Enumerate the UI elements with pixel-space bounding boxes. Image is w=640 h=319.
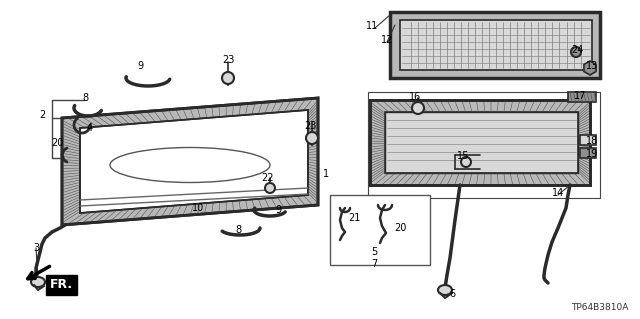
Text: 5: 5 — [371, 247, 377, 257]
Ellipse shape — [438, 285, 452, 295]
Text: 7: 7 — [371, 259, 377, 269]
Text: 20: 20 — [394, 223, 406, 233]
Ellipse shape — [31, 277, 45, 287]
Text: TP64B3810A: TP64B3810A — [571, 303, 628, 312]
Text: 15: 15 — [457, 151, 469, 161]
Circle shape — [461, 157, 471, 167]
Text: 8: 8 — [235, 225, 241, 235]
Polygon shape — [385, 112, 578, 173]
Bar — [580, 135, 596, 145]
Bar — [330, 195, 430, 265]
Text: 13: 13 — [586, 61, 598, 71]
Text: 17: 17 — [574, 91, 586, 101]
Text: 21: 21 — [348, 213, 360, 223]
Circle shape — [412, 102, 424, 114]
Polygon shape — [370, 100, 590, 185]
Text: 18: 18 — [586, 136, 598, 146]
Text: 23: 23 — [222, 55, 234, 65]
Text: 1: 1 — [323, 169, 329, 179]
Bar — [568, 92, 596, 102]
Text: 20: 20 — [51, 138, 63, 148]
Circle shape — [265, 183, 275, 193]
Polygon shape — [80, 110, 308, 213]
Text: 24: 24 — [571, 45, 583, 55]
Text: 14: 14 — [552, 188, 564, 198]
Text: 16: 16 — [409, 92, 421, 102]
Text: 11: 11 — [366, 21, 378, 31]
Polygon shape — [390, 12, 600, 78]
Circle shape — [571, 47, 581, 57]
Text: 12: 12 — [381, 35, 393, 45]
Circle shape — [306, 132, 318, 144]
Text: 8: 8 — [82, 93, 88, 103]
Text: 23: 23 — [304, 121, 316, 131]
Text: 9: 9 — [275, 205, 281, 215]
Text: 22: 22 — [262, 173, 275, 183]
Text: 4: 4 — [87, 123, 93, 133]
Text: 19: 19 — [586, 149, 598, 159]
Text: 9: 9 — [137, 61, 143, 71]
Text: FR.: FR. — [50, 278, 73, 292]
Polygon shape — [400, 20, 592, 70]
Bar — [580, 148, 596, 158]
Text: 6: 6 — [449, 289, 455, 299]
Text: 3: 3 — [33, 243, 39, 253]
Text: 2: 2 — [39, 110, 45, 120]
Circle shape — [222, 72, 234, 84]
Text: 10: 10 — [192, 203, 204, 213]
Polygon shape — [62, 98, 318, 225]
